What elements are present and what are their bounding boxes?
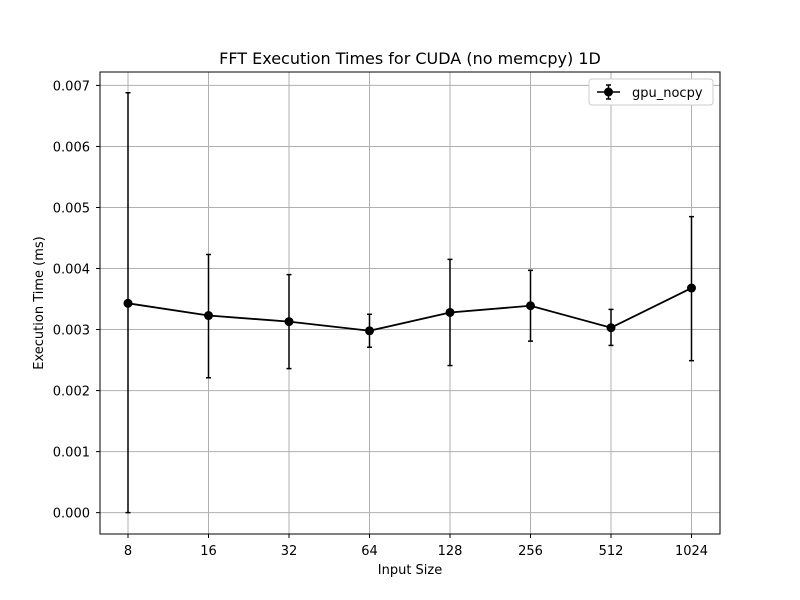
data-point-marker [123, 298, 133, 308]
ticks: 8 16 32 64 128 256 512 1024 0.000 0.001 0.002 0.003… [53, 79, 708, 559]
legend: gpu_nocpy [588, 78, 714, 106]
legend-entry-label: gpu_nocpy [632, 86, 703, 101]
x-tick-label: 8 [124, 544, 132, 559]
series-layer [123, 92, 696, 514]
data-point-marker [365, 326, 374, 336]
y-axis-label: Execution Time (ms) [32, 236, 47, 369]
y-tick-label: 0.006 [53, 140, 90, 155]
y-tick-label: 0.005 [53, 201, 90, 216]
y-tick-label: 0.007 [53, 79, 90, 94]
legend-box [588, 78, 714, 106]
x-tick-label: 128 [438, 544, 463, 559]
data-point-marker [445, 307, 455, 317]
data-point-marker [204, 311, 213, 321]
series-line [127, 287, 692, 332]
y-tick-label: 0.002 [53, 385, 90, 400]
x-tick-label: 32 [281, 544, 298, 559]
data-point-marker [687, 283, 696, 293]
y-tick-label: 0.004 [53, 263, 90, 278]
chart-title: FFT Execution Times for CUDA (no memcpy)… [219, 49, 601, 68]
x-tick-label: 64 [361, 544, 378, 559]
y-tick-label: 0.001 [53, 446, 90, 461]
x-axis-label: Input Size [378, 563, 442, 578]
plot-frame [99, 71, 721, 535]
x-tick-label: 1024 [675, 544, 708, 559]
data-point-marker [284, 317, 294, 327]
legend-marker-swatch [604, 87, 613, 97]
x-tick-label: 256 [518, 544, 543, 559]
data-point-marker [606, 323, 616, 333]
y-tick-label: 0.003 [53, 324, 90, 339]
x-tick-label: 16 [200, 544, 217, 559]
x-tick-label: 512 [599, 544, 624, 559]
data-point-marker [526, 301, 535, 311]
grid [100, 72, 720, 534]
y-tick-label: 0.000 [53, 507, 90, 522]
